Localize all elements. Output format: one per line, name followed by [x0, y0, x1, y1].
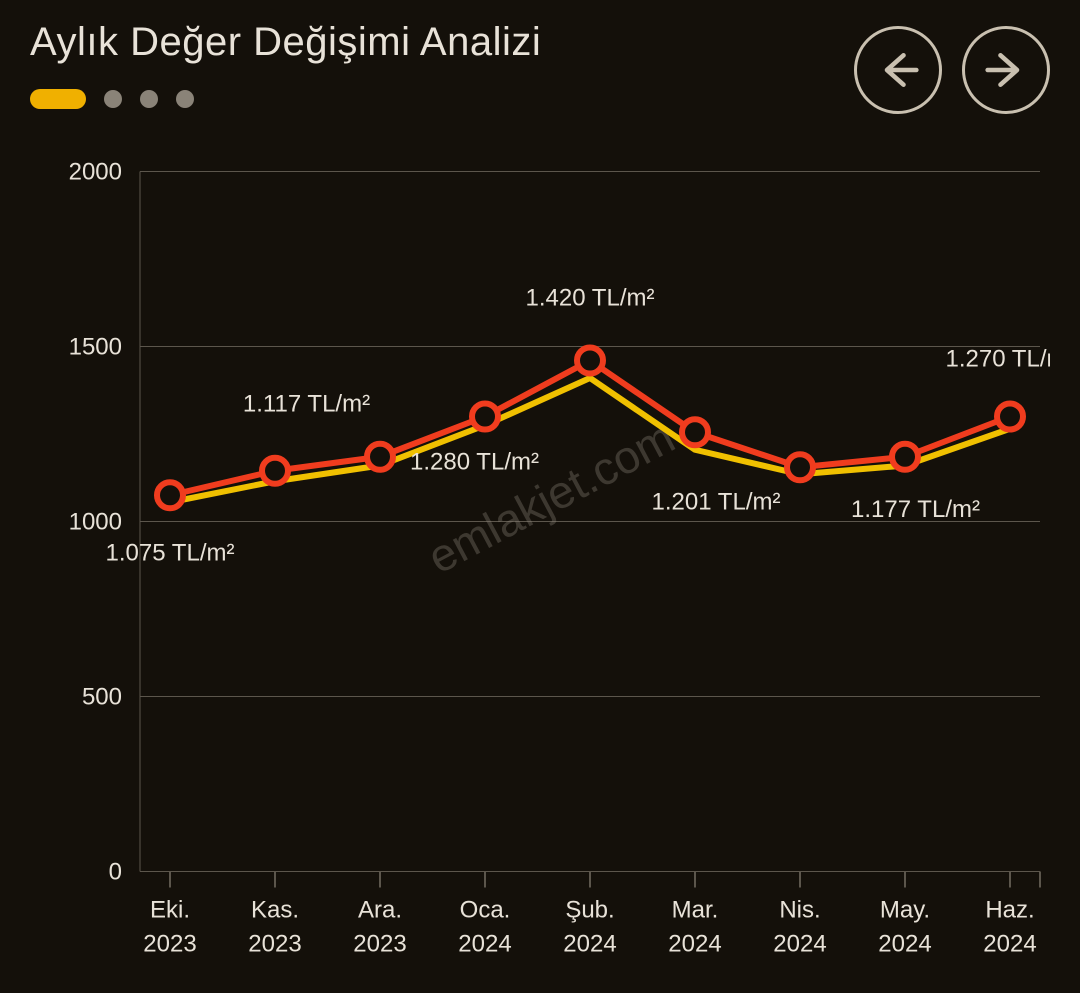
pagination-dot[interactable] [104, 90, 122, 108]
line-chart: 0500100015002000emlakjet.comEki.2023Kas.… [30, 150, 1050, 983]
x-tick-label-year: 2023 [143, 931, 196, 958]
next-button[interactable] [962, 26, 1050, 114]
x-tick-label-year: 2024 [983, 931, 1036, 958]
y-tick-label: 1000 [69, 509, 122, 536]
header: Aylık Değer Değişimi Analizi [30, 20, 1050, 114]
x-tick-label-month: Kas. [251, 897, 299, 924]
x-tick-label-month: Nis. [779, 897, 820, 924]
x-tick-label-month: Haz. [985, 897, 1034, 924]
data-point-marker [892, 444, 918, 470]
data-label: 1.177 TL/m² [851, 496, 980, 523]
x-tick-label-year: 2024 [668, 931, 721, 958]
data-point-marker [997, 404, 1023, 430]
x-tick-label-year: 2024 [773, 931, 826, 958]
data-point-marker [472, 404, 498, 430]
y-tick-label: 500 [82, 684, 122, 711]
chart-area: 0500100015002000emlakjet.comEki.2023Kas.… [30, 150, 1050, 983]
x-tick-label-month: Mar. [672, 897, 719, 924]
data-label: 1.270 TL/m² [946, 346, 1050, 373]
pagination-dot[interactable] [140, 90, 158, 108]
x-tick-label-year: 2023 [353, 931, 406, 958]
x-tick-label-month: Ara. [358, 897, 402, 924]
x-tick-label-year: 2024 [878, 931, 931, 958]
data-label: 1.201 TL/m² [652, 489, 781, 516]
title-block: Aylık Değer Değişimi Analizi [30, 20, 541, 109]
data-label: 1.280 TL/m² [410, 448, 539, 475]
pagination-dot[interactable] [176, 90, 194, 108]
x-tick-label-month: Eki. [150, 897, 190, 924]
pagination-dots [30, 89, 541, 109]
data-point-marker [682, 419, 708, 445]
data-point-marker [367, 444, 393, 470]
pagination-pill-active[interactable] [30, 89, 86, 109]
arrow-right-icon [984, 48, 1028, 92]
data-point-marker [157, 482, 183, 508]
data-label: 1.420 TL/m² [526, 285, 655, 312]
y-tick-label: 0 [109, 859, 122, 886]
x-tick-label-month: Oca. [460, 897, 511, 924]
x-tick-label-year: 2024 [563, 931, 616, 958]
arrow-left-icon [876, 48, 920, 92]
x-tick-label-month: May. [880, 897, 930, 924]
page-title: Aylık Değer Değişimi Analizi [30, 20, 541, 65]
data-point-marker [787, 454, 813, 480]
x-tick-label-year: 2024 [458, 931, 511, 958]
y-tick-label: 1500 [69, 334, 122, 361]
data-point-marker [577, 348, 603, 374]
data-point-marker [262, 458, 288, 484]
x-tick-label-year: 2023 [248, 931, 301, 958]
y-tick-label: 2000 [69, 159, 122, 186]
data-label: 1.075 TL/m² [106, 539, 235, 566]
chart-card: Aylık Değer Değişimi Analizi 050010001 [0, 0, 1080, 993]
nav-buttons [854, 26, 1050, 114]
data-label: 1.117 TL/m² [243, 391, 370, 418]
x-tick-label-month: Şub. [565, 897, 614, 924]
prev-button[interactable] [854, 26, 942, 114]
